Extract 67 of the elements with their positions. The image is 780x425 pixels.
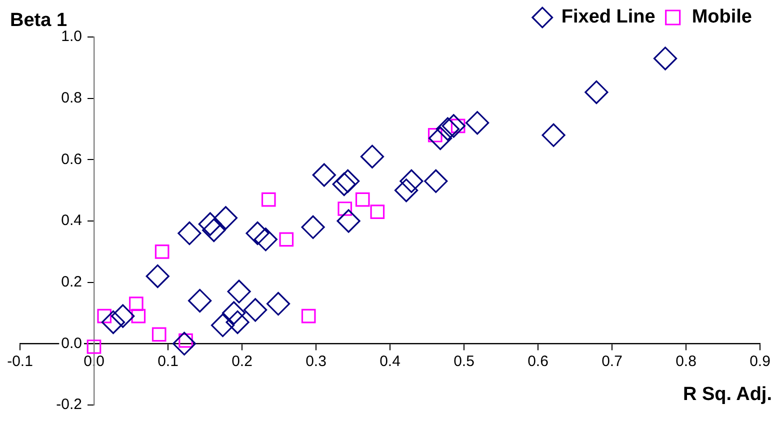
point [202,218,226,242]
point [254,228,278,252]
point [172,332,196,356]
x-tick-label: 0.8 [676,352,696,370]
point [261,192,276,207]
x-tick-label: 0.5 [454,352,474,370]
point [442,114,466,138]
point [86,340,102,354]
point [394,178,418,202]
point [178,221,202,246]
y-tick-label: -0.2 [56,396,82,414]
point [355,192,370,207]
x-tick-label: 0.1 [158,352,178,370]
point [222,301,246,325]
point [244,298,268,322]
y-tick-label: 0.2 [61,273,82,290]
point [400,169,424,193]
point [279,232,294,247]
point [131,308,146,324]
x-tick-label: 0.6 [528,352,548,370]
point [226,310,250,334]
y-tick-label: 0.6 [61,150,82,168]
point [542,123,566,147]
point [301,308,316,324]
y-tick-label: 0.0 [61,334,82,352]
y-axis-title: Beta 1 [10,10,68,31]
point [370,204,385,219]
point [336,169,360,193]
point [653,46,678,70]
point [360,144,384,168]
y-tick-label: 0.8 [61,89,82,106]
y-tick-label: 1.0 [61,28,82,46]
point [227,280,251,304]
point [428,126,452,150]
y-tick-label: 0.4 [61,212,82,230]
point [338,202,352,216]
point [424,169,448,193]
point [332,172,356,196]
point [301,215,325,239]
point [188,288,212,313]
legend-label: Mobile [692,6,752,28]
x-tick-label: 0.9 [750,352,770,370]
point [111,304,135,328]
point [210,313,235,338]
point [198,212,222,236]
x-tick-label: -0.1 [7,352,33,370]
point [336,209,360,233]
point [97,308,112,324]
point [146,264,170,288]
point [152,327,166,342]
x-tick-label: 0.7 [602,352,622,370]
point [214,206,238,230]
point [266,292,290,316]
legend-label: Fixed Line [561,6,656,28]
x-tick-label: 0.0 [84,352,104,370]
point [436,117,460,141]
x-tick-label: 0.2 [232,352,252,370]
point [129,296,144,311]
x-axis-title: R Sq. Adj. [682,384,772,406]
point [246,221,270,246]
point [101,310,126,334]
point [584,80,608,104]
x-tick-label: 0.4 [380,352,400,370]
point [466,111,490,135]
point [312,163,336,187]
point [154,244,170,259]
x-tick-label: 0.3 [306,352,326,370]
